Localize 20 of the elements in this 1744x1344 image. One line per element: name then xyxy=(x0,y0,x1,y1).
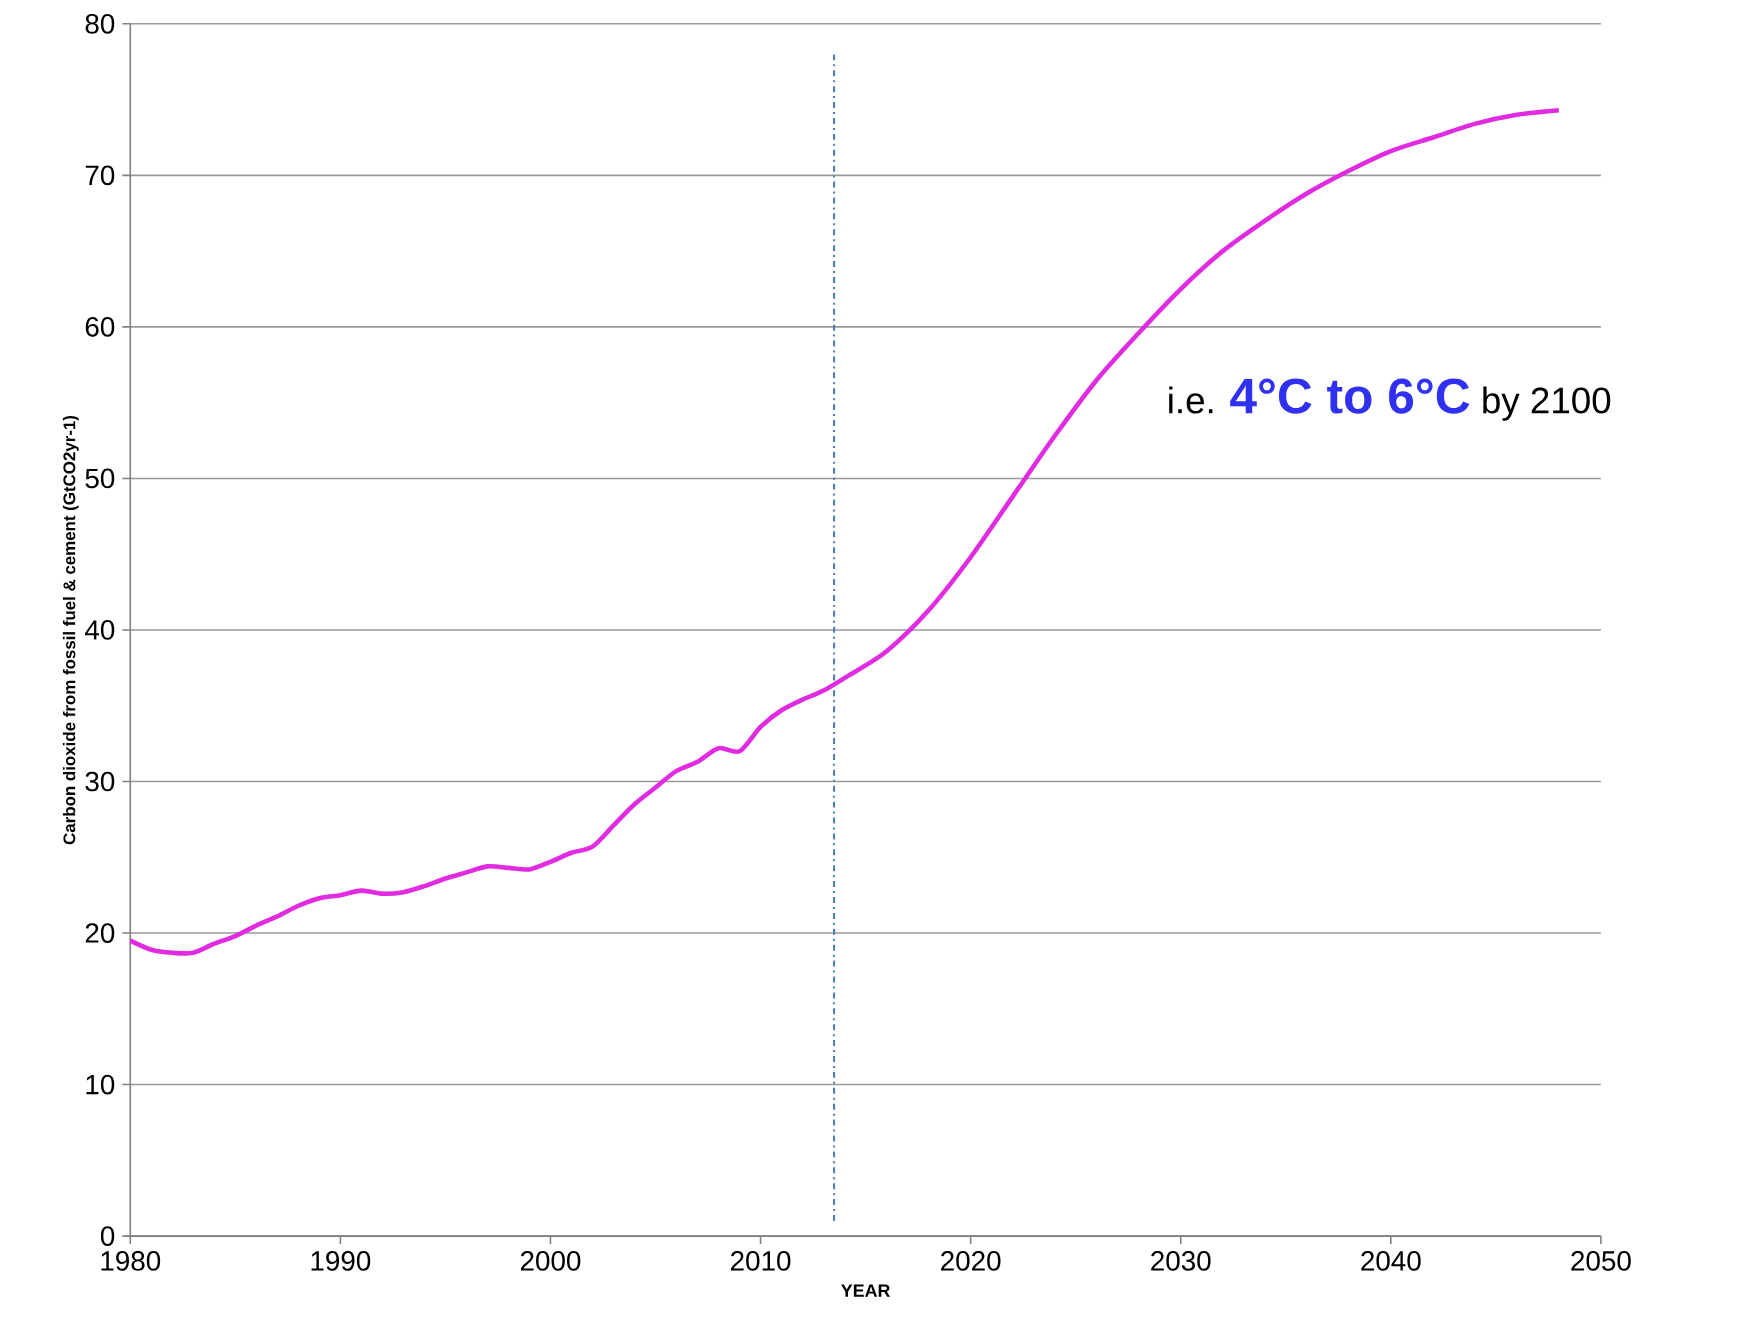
y-axis-title: Carbon dioxide from fossil fuel & cement (GtCO2yr-1) xyxy=(62,415,79,845)
x-tick-label: 2010 xyxy=(731,1250,791,1271)
annotation: i.e. 4°C to 6°C by 2100 xyxy=(1169,378,1611,421)
y-tick-label: 30 xyxy=(85,771,115,792)
y-tick-label: 20 xyxy=(85,922,115,943)
y-tick-label: 70 xyxy=(85,165,115,186)
x-tick-label: 2020 xyxy=(941,1250,1001,1271)
x-axis-title: YEAR xyxy=(841,1284,891,1297)
x-tick-label: 1990 xyxy=(311,1250,371,1271)
y-tick-label: 60 xyxy=(85,316,115,337)
x-tick-label: 2000 xyxy=(520,1250,581,1271)
x-tick-label: 1980 xyxy=(101,1250,161,1271)
x-tick-label: 2030 xyxy=(1151,1250,1211,1271)
x-tick-label: 2040 xyxy=(1361,1250,1421,1271)
y-tick-label: 80 xyxy=(85,13,115,34)
x-tick-label: 2050 xyxy=(1571,1250,1631,1271)
y-tick-label: 40 xyxy=(85,619,115,640)
y-tick-label: 50 xyxy=(85,468,115,489)
y-tick-label: 0 xyxy=(100,1226,115,1246)
y-tick-label: 10 xyxy=(86,1074,115,1095)
